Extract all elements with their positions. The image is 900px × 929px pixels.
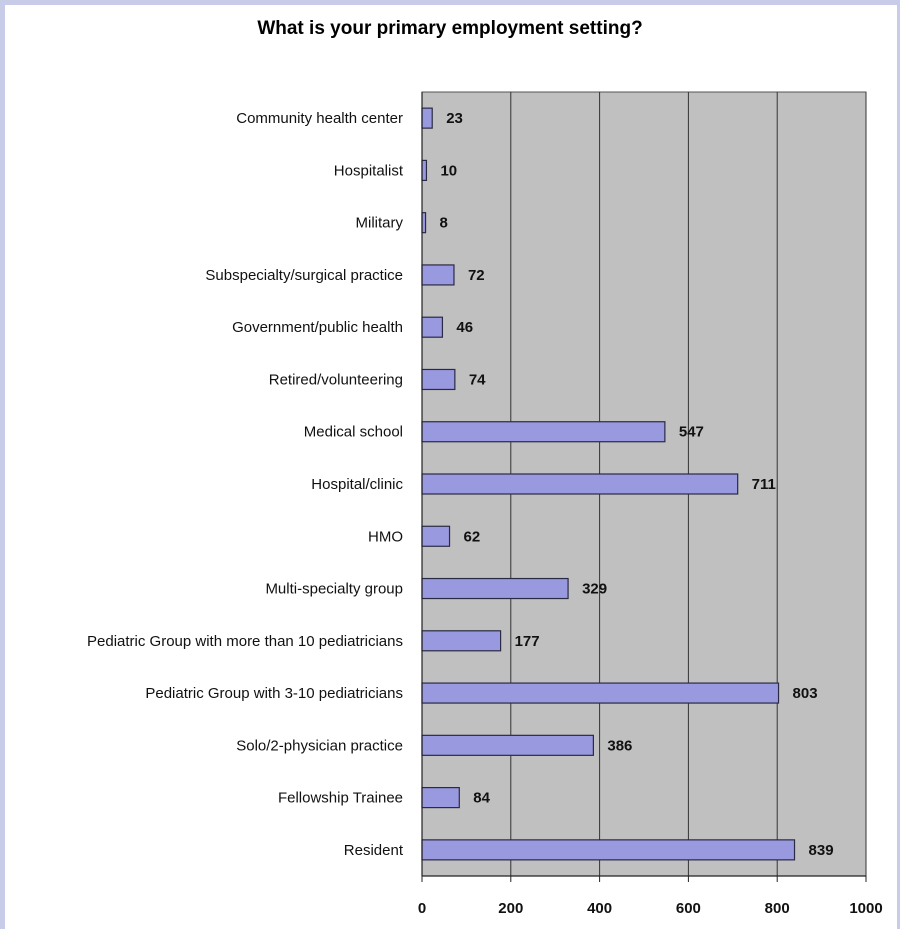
value-label-2: 8 [440, 215, 448, 232]
bar-0 [421, 107, 433, 129]
bar-8 [421, 525, 451, 547]
category-label-2: Military [356, 215, 404, 232]
tick-label-200: 200 [498, 900, 523, 917]
bar-7 [421, 473, 739, 495]
value-label-11: 803 [793, 685, 818, 702]
category-label-1: Hospitalist [334, 162, 404, 179]
category-label-9: Multi-specialty group [265, 581, 403, 598]
bar-5 [421, 368, 456, 391]
value-label-3: 72 [468, 267, 485, 284]
category-label-5: Retired/volunteering [269, 371, 403, 388]
bar-12 [421, 734, 594, 756]
category-label-6: Medical school [304, 424, 403, 441]
value-labels: 23 10 8 72 46 74 547 711 62 329 177 803 386 84 839 [440, 110, 834, 859]
category-label-12: Solo/2-physician practice [236, 737, 403, 754]
chart-title: What is your primary employment setting? [257, 18, 643, 39]
tick-label-600: 600 [676, 900, 701, 917]
value-label-14: 839 [809, 842, 834, 859]
category-label-8: HMO [368, 528, 403, 545]
bar-6 [421, 421, 666, 443]
x-axis-ticks: 0 200 400 600 800 1000 [418, 876, 883, 917]
category-labels: Community health center Hospitalist Milita… [87, 110, 404, 859]
value-label-1: 10 [440, 162, 457, 179]
category-label-4: Government/public health [232, 319, 403, 336]
category-label-3: Subspecialty/surgical practice [205, 267, 403, 284]
value-label-0: 23 [446, 110, 463, 127]
value-label-9: 329 [582, 581, 607, 598]
bar-9 [421, 577, 569, 600]
value-label-6: 547 [679, 424, 704, 441]
bar-10 [421, 630, 502, 652]
category-label-0: Community health center [236, 110, 403, 127]
value-label-4: 46 [456, 319, 473, 336]
tick-label-0: 0 [418, 900, 426, 917]
bar-1 [421, 159, 428, 181]
bar-4 [421, 316, 444, 338]
value-label-13: 84 [473, 790, 490, 807]
category-label-10: Pediatric Group with more than 10 pediat… [87, 633, 403, 650]
tick-label-1000: 1000 [849, 900, 882, 917]
value-label-7: 711 [752, 476, 776, 493]
value-label-12: 386 [607, 737, 632, 754]
bar-13 [421, 786, 460, 809]
value-label-5: 74 [469, 371, 486, 388]
bar-11 [421, 682, 780, 704]
category-label-14: Resident [344, 842, 404, 859]
value-label-10: 177 [515, 633, 540, 650]
bar-3 [421, 264, 455, 286]
value-label-8: 62 [464, 528, 481, 545]
tick-label-800: 800 [765, 900, 790, 917]
bars [421, 107, 796, 861]
category-label-13: Fellowship Trainee [278, 790, 403, 807]
category-label-7: Hospital/clinic [311, 476, 403, 493]
tick-label-400: 400 [587, 900, 612, 917]
category-label-11: Pediatric Group with 3-10 pediatricians [145, 685, 403, 702]
bar-14 [421, 839, 796, 861]
